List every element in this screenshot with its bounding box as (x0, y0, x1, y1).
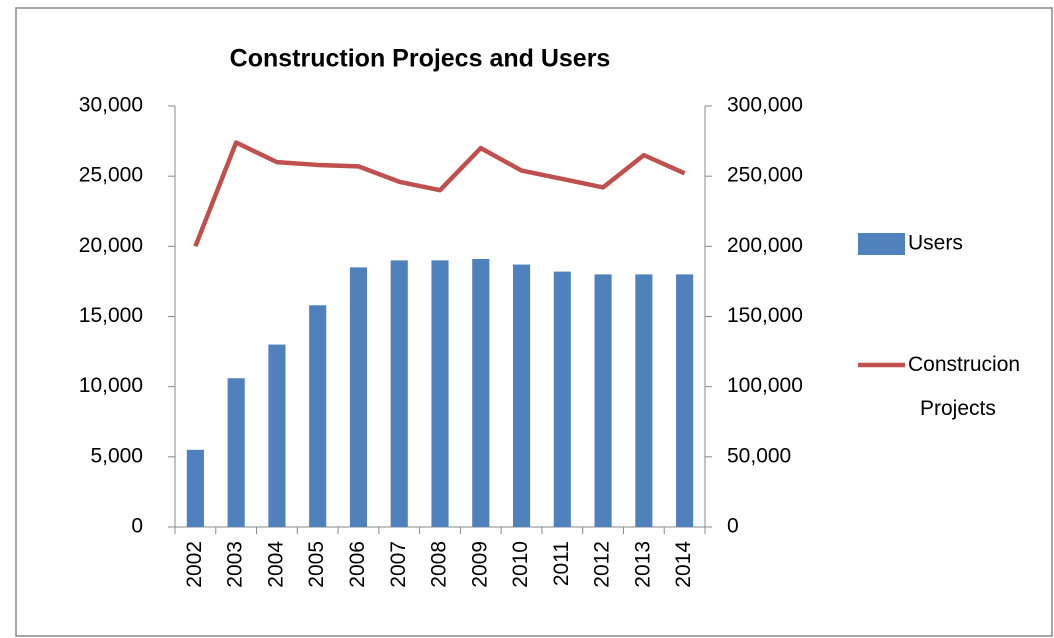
y-tick-label: 0 (131, 515, 143, 538)
bar (594, 274, 612, 527)
bar (349, 267, 368, 527)
x-tick-label: 2002 (183, 541, 206, 588)
y2-tick-label: 200,000 (727, 234, 803, 257)
x-tick-label: 2012 (591, 541, 614, 588)
bar (635, 274, 653, 527)
y-tick-label: 20,000 (79, 234, 143, 257)
y2-tick-label: 150,000 (727, 304, 803, 327)
y2-tick-label: 100,000 (727, 374, 803, 397)
x-tick-label: 2011 (550, 541, 573, 586)
bar (227, 378, 245, 527)
x-tick-label: 2007 (387, 541, 410, 588)
bar (553, 271, 571, 527)
bar (431, 260, 449, 527)
x-tick-label: 2013 (631, 541, 654, 588)
x-tick-label: 2009 (468, 541, 491, 588)
y2-tick-label: 300,000 (727, 94, 803, 117)
bar (309, 305, 327, 527)
bar (186, 449, 204, 527)
chart-border (15, 7, 1053, 637)
y2-tick-label: 250,000 (727, 164, 803, 187)
bar (472, 258, 490, 527)
x-tick-label: 2006 (346, 541, 369, 588)
x-tick-label: 2014 (672, 541, 695, 588)
bar (268, 344, 286, 527)
legend-swatch (858, 233, 905, 255)
y-tick-label: 10,000 (79, 374, 143, 397)
line (193, 140, 686, 248)
bar (390, 260, 408, 527)
x-tick-label: 2008 (428, 541, 451, 588)
y-tick-label: 5,000 (90, 444, 143, 467)
chart-title: Construction Projecs and Users (230, 45, 611, 73)
legend-label: Users (908, 232, 963, 255)
x-tick-label: 2004 (264, 541, 287, 588)
y-tick-label: 15,000 (79, 304, 143, 327)
y-tick-label: 30,000 (79, 94, 143, 117)
x-tick-label: 2010 (509, 541, 532, 588)
bar (512, 264, 531, 527)
bar (676, 274, 694, 527)
x-tick-label: 2005 (305, 541, 328, 588)
x-tick-label: 2003 (224, 541, 247, 588)
y-tick-label: 25,000 (79, 164, 143, 187)
legend-label: Construcion Projects (908, 353, 1020, 420)
y2-tick-label: 0 (727, 515, 739, 538)
y2-tick-label: 50,000 (727, 444, 791, 467)
